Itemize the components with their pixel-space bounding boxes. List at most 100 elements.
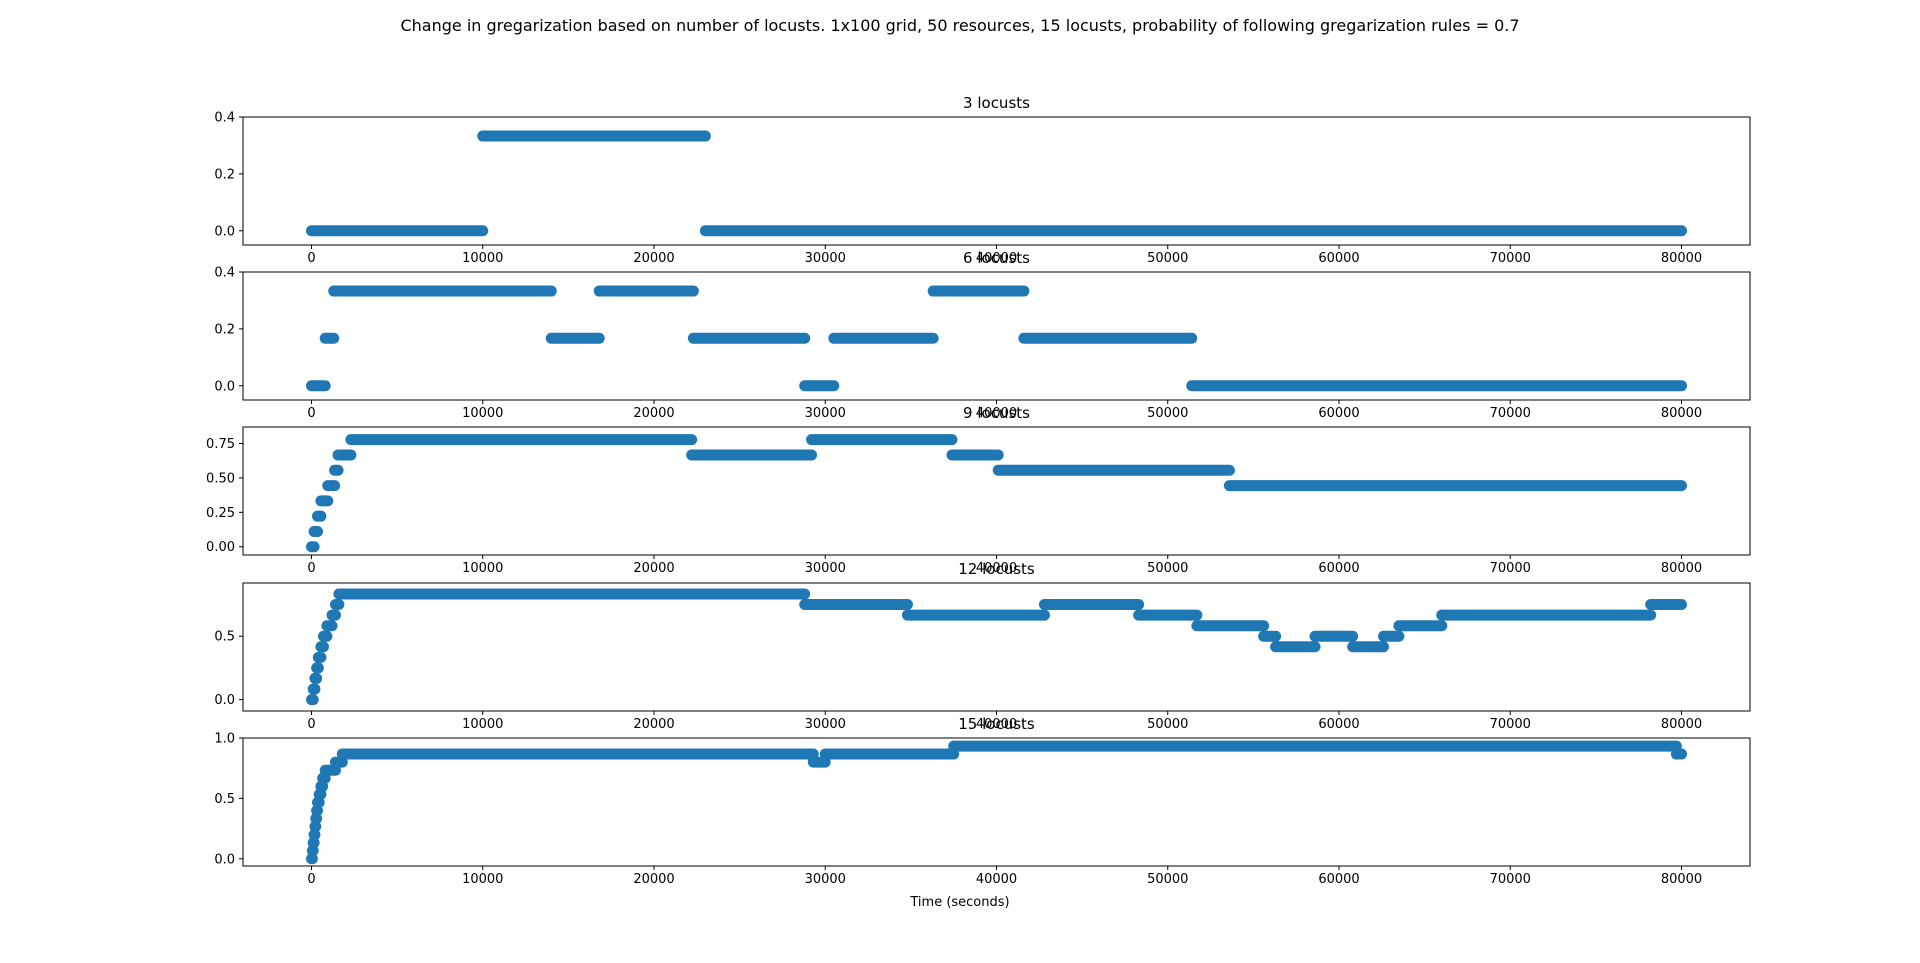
x-tick-label: 80000 <box>1661 872 1702 887</box>
x-tick-label: 60000 <box>1318 561 1359 576</box>
data-segment-17 <box>948 740 1682 752</box>
y-tick-label: 0.4 <box>214 266 235 281</box>
data-segment-6 <box>315 641 329 653</box>
series-markers <box>306 740 1687 865</box>
data-segment-1 <box>306 541 320 553</box>
x-tick-label: 80000 <box>1661 561 1702 576</box>
x-tick-label: 70000 <box>1490 872 1531 887</box>
data-segment-8 <box>321 620 338 632</box>
data-segment-14 <box>336 748 819 760</box>
series-markers <box>306 588 1687 706</box>
data-segment-2 <box>477 130 711 142</box>
x-tick-label: 10000 <box>462 561 503 576</box>
x-tick-label: 80000 <box>1661 717 1702 732</box>
x-tick-label: 40000 <box>976 251 1017 266</box>
x-tick-label: 70000 <box>1490 561 1531 576</box>
subplot-2: 0 10000 20000 30000 40000 50000 60000 70000 8000… <box>214 249 1751 421</box>
x-tick-label: 10000 <box>462 872 503 887</box>
data-segment-3 <box>307 837 320 849</box>
y-tick-label: 0.5 <box>214 792 235 807</box>
y-tick-label: 0.75 <box>206 437 235 452</box>
subplot-1: 0 10000 20000 30000 40000 50000 60000 70000 8000… <box>214 94 1751 266</box>
x-tick-label: 30000 <box>805 717 846 732</box>
x-tick-label: 20000 <box>633 251 674 266</box>
data-segment-5 <box>322 480 341 492</box>
data-segment-18 <box>1670 748 1687 760</box>
data-segment-18 <box>1270 641 1321 653</box>
y-tick-label: 0.2 <box>214 167 235 182</box>
x-tick-label: 60000 <box>1318 872 1359 887</box>
y-tick-label: 0.50 <box>206 471 235 486</box>
subplot-4: 0 10000 20000 30000 40000 50000 60000 70000 8000… <box>214 560 1751 732</box>
x-tick-label: 10000 <box>462 251 503 266</box>
data-segment-10 <box>329 599 345 611</box>
data-segment-15 <box>1133 609 1203 621</box>
x-tick-label: 40000 <box>976 406 1017 421</box>
data-segment-13 <box>901 609 1050 621</box>
data-segment-17 <box>1258 630 1282 642</box>
subplot-title: 12 locusts <box>958 560 1035 578</box>
data-segment-3 <box>328 285 557 297</box>
x-tick-label: 40000 <box>976 872 1017 887</box>
data-segment-12 <box>799 599 913 611</box>
data-segment-14 <box>1038 599 1145 611</box>
data-segment-24 <box>1645 599 1687 611</box>
data-segment-16 <box>1191 620 1270 632</box>
y-tick-label: 0.00 <box>206 540 235 555</box>
data-segment-19 <box>1309 630 1359 642</box>
x-tick-label: 50000 <box>1147 406 1188 421</box>
x-tick-label: 0 <box>307 717 315 732</box>
y-tick-label: 0.0 <box>214 693 235 708</box>
x-tick-label: 0 <box>307 561 315 576</box>
x-tick-label: 70000 <box>1490 717 1531 732</box>
data-segment-12 <box>992 464 1235 476</box>
subplot-title: 3 locusts <box>963 94 1030 112</box>
data-segment-13 <box>1223 480 1687 492</box>
x-tick-label: 30000 <box>805 872 846 887</box>
data-segment-1 <box>306 853 318 865</box>
x-tick-label: 60000 <box>1318 717 1359 732</box>
x-tick-label: 20000 <box>633 717 674 732</box>
data-segment-8 <box>828 332 939 344</box>
data-segment-7 <box>317 630 333 642</box>
data-segment-4 <box>545 332 605 344</box>
x-tick-label: 20000 <box>633 406 674 421</box>
data-segment-5 <box>593 285 699 297</box>
data-segment-16 <box>819 748 960 760</box>
x-tick-label: 60000 <box>1318 251 1359 266</box>
data-segment-4 <box>315 495 334 507</box>
subplot-title: 9 locusts <box>963 404 1030 422</box>
data-segment-11 <box>1186 380 1687 392</box>
data-segment-2 <box>307 683 321 695</box>
x-tick-label: 20000 <box>633 872 674 887</box>
x-tick-label: 30000 <box>805 251 846 266</box>
data-segment-4 <box>311 662 324 674</box>
y-tick-label: 0.25 <box>206 506 235 521</box>
x-tick-label: 70000 <box>1490 406 1531 421</box>
data-segment-3 <box>311 510 327 522</box>
data-segment-9 <box>927 285 1030 297</box>
data-segment-3 <box>699 225 1687 237</box>
data-segment-2 <box>308 525 323 537</box>
x-tick-label: 0 <box>307 872 315 887</box>
y-tick-label: 0.0 <box>214 224 235 239</box>
data-segment-11 <box>946 449 1004 461</box>
x-tick-label: 0 <box>307 406 315 421</box>
x-tick-label: 10000 <box>462 717 503 732</box>
data-segment-3 <box>309 672 323 684</box>
x-tick-label: 30000 <box>805 406 846 421</box>
data-segment-7 <box>799 380 840 392</box>
data-segment-10 <box>806 434 958 446</box>
x-tick-label: 50000 <box>1147 561 1188 576</box>
x-tick-label: 80000 <box>1661 406 1702 421</box>
x-tick-label: 30000 <box>805 561 846 576</box>
subplot-5: 0 10000 20000 30000 40000 50000 60000 70000 8000… <box>214 715 1751 887</box>
series-markers <box>306 285 1687 392</box>
subplot-title: 6 locusts <box>963 249 1030 267</box>
data-segment-6 <box>310 813 323 825</box>
data-segment-23 <box>1436 609 1657 621</box>
data-segment-10 <box>1018 332 1198 344</box>
series-markers <box>306 434 1687 553</box>
y-tick-label: 0.5 <box>214 630 235 645</box>
